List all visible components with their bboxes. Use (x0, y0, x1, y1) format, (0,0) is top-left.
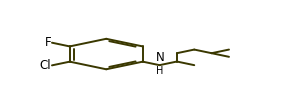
Text: F: F (44, 36, 51, 49)
Text: N: N (156, 51, 164, 64)
Text: Cl: Cl (39, 59, 51, 72)
Text: H: H (156, 66, 164, 76)
